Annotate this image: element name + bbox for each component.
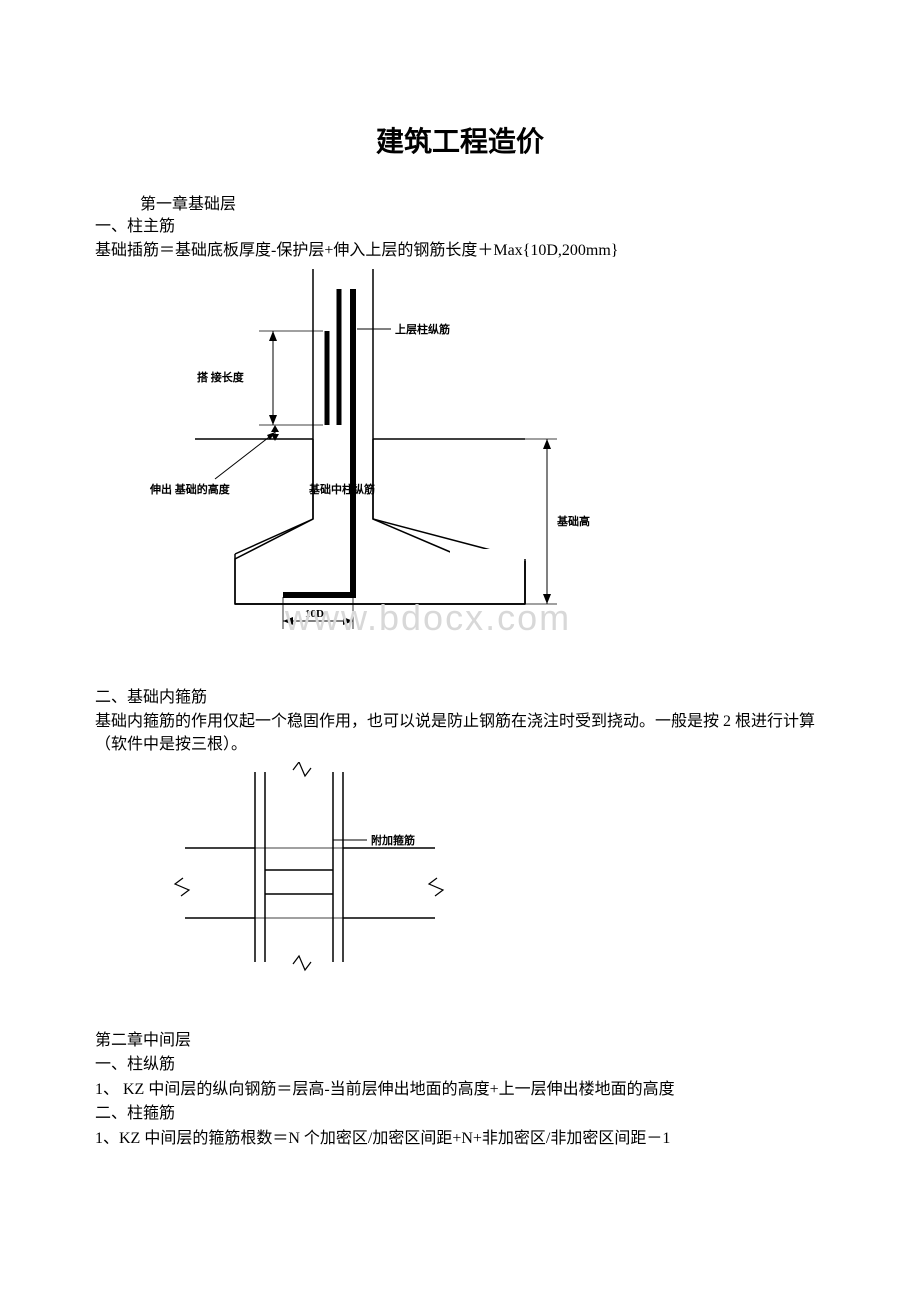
svg-text:伸出 基础的高度: 伸出 基础的高度 bbox=[149, 482, 231, 496]
diagram-stirrup: 附加箍筋 bbox=[135, 762, 865, 992]
svg-text:附加箍筋: 附加箍筋 bbox=[371, 833, 415, 847]
diagram-foundation: 搭 接长度 伸出 基础的高度 上层柱纵筋 基础中柱纵筋 基础高 bbox=[95, 269, 825, 649]
formula-1: 基础插筋＝基础底板厚度-保护层+伸入上层的钢筋长度＋Max{10D,200mm} bbox=[95, 240, 825, 262]
watermark: www.bdocx.com bbox=[285, 597, 571, 639]
section-1-2: 二、基础内箍筋 bbox=[95, 687, 825, 709]
formula-2-2: 1、KZ 中间层的箍筋根数＝N 个加密区/加密区间距+N+非加密区/非加密区间距… bbox=[95, 1128, 825, 1150]
chapter-1-heading: 第一章基础层 bbox=[140, 190, 825, 214]
stirrup-svg: 附加箍筋 bbox=[135, 762, 495, 992]
svg-text:搭 接长度: 搭 接长度 bbox=[197, 370, 245, 384]
section-2-2: 二、柱箍筋 bbox=[95, 1103, 825, 1125]
svg-text:基础高: 基础高 bbox=[556, 514, 590, 528]
formula-2-1: 1、 KZ 中间层的纵向钢筋＝层高-当前层伸出地面的高度+上一层伸出楼地面的高度 bbox=[95, 1079, 825, 1101]
para-1-2: 基础内箍筋的作用仅起一个稳固作用，也可以说是防止钢筋在浇注时受到挠动。一般是按 … bbox=[95, 711, 825, 756]
section-2-1: 一、柱纵筋 bbox=[95, 1054, 825, 1076]
page-title: 建筑工程造价 bbox=[95, 120, 825, 160]
svg-text:上层柱纵筋: 上层柱纵筋 bbox=[395, 322, 450, 336]
foundation-svg: 搭 接长度 伸出 基础的高度 上层柱纵筋 基础中柱纵筋 基础高 bbox=[95, 269, 615, 649]
chapter-2-heading: 第二章中间层 bbox=[95, 1030, 825, 1052]
section-1-1: 一、柱主筋 bbox=[95, 216, 825, 238]
svg-text:基础中柱纵筋: 基础中柱纵筋 bbox=[308, 482, 375, 496]
